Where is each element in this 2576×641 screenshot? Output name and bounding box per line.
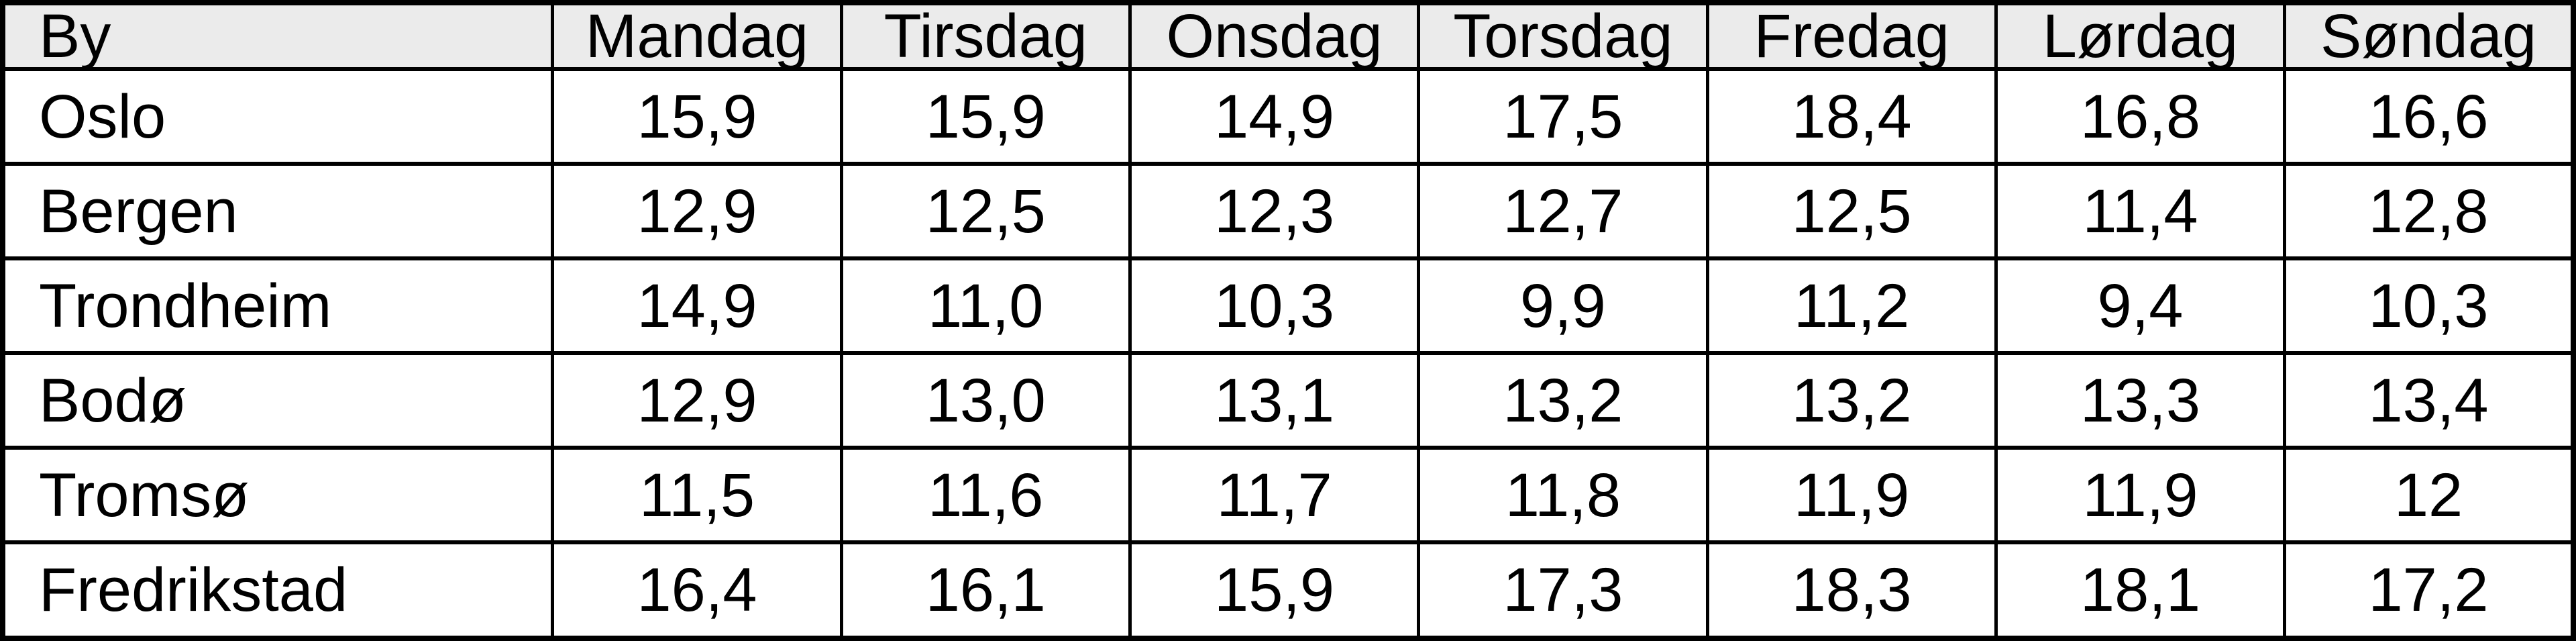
table-row: Fredrikstad 16,4 16,1 15,9 17,3 18,3 18,1 17,2 [1,540,2575,640]
column-header-day: Søndag [2283,1,2575,71]
value-cell: 12,8 [2283,162,2575,261]
column-header-day: Tirsdag [839,1,1132,71]
value-cell: 11,0 [839,256,1132,356]
value-cell: 11,7 [1128,446,1421,545]
column-header-day: Torsdag [1417,1,1709,71]
value-cell: 18,1 [1994,540,2287,640]
value-cell: 16,1 [839,540,1132,640]
table-row: Bodø 12,9 13,0 13,1 13,2 13,2 13,3 13,4 [1,351,2575,450]
value-cell: 16,4 [551,540,843,640]
value-cell: 11,9 [1705,446,1998,545]
value-cell: 12,5 [839,162,1132,261]
value-cell: 9,4 [1994,256,2287,356]
value-cell: 13,4 [2283,351,2575,450]
value-cell: 12,9 [551,162,843,261]
value-cell: 12,9 [551,351,843,450]
value-cell: 16,6 [2283,66,2575,166]
value-cell: 9,9 [1417,256,1709,356]
value-cell: 11,9 [1994,446,2287,545]
value-cell: 10,3 [1128,256,1421,356]
header-row: By Mandag Tirsdag Onsdag Torsdag Fredag Lørdag… [1,1,2575,71]
city-cell: Oslo [1,66,555,166]
value-cell: 17,2 [2283,540,2575,640]
value-cell: 13,0 [839,351,1132,450]
value-cell: 13,2 [1705,351,1998,450]
value-cell: 13,1 [1128,351,1421,450]
city-cell: Fredrikstad [1,540,555,640]
value-cell: 11,2 [1705,256,1998,356]
value-cell: 13,2 [1417,351,1709,450]
value-cell: 12,5 [1705,162,1998,261]
value-cell: 12,7 [1417,162,1709,261]
value-cell: 17,5 [1417,66,1709,166]
column-header-day: Onsdag [1128,1,1421,71]
value-cell: 15,9 [551,66,843,166]
column-header-day: Lørdag [1994,1,2287,71]
value-cell: 14,9 [551,256,843,356]
value-cell: 11,4 [1994,162,2287,261]
table-row: Oslo 15,9 15,9 14,9 17,5 18,4 16,8 16,6 [1,66,2575,166]
column-header-day: Fredag [1705,1,1998,71]
value-cell: 17,3 [1417,540,1709,640]
city-cell: Trondheim [1,256,555,356]
column-header-city: By [1,1,555,71]
table-header: By Mandag Tirsdag Onsdag Torsdag Fredag Lørdag… [1,1,2575,71]
value-cell: 18,3 [1705,540,1998,640]
value-cell: 16,8 [1994,66,2287,166]
table-body: Oslo 15,9 15,9 14,9 17,5 18,4 16,8 16,6 Bergen 12… [1,66,2575,640]
value-cell: 15,9 [1128,540,1421,640]
city-cell: Tromsø [1,446,555,545]
column-header-day: Mandag [551,1,843,71]
value-cell: 12 [2283,446,2575,545]
table-row: Trondheim 14,9 11,0 10,3 9,9 11,2 9,4 10,3 [1,256,2575,356]
table-row: Tromsø 11,5 11,6 11,7 11,8 11,9 11,9 12 [1,446,2575,545]
value-cell: 18,4 [1705,66,1998,166]
value-cell: 10,3 [2283,256,2575,356]
value-cell: 15,9 [839,66,1132,166]
city-cell: Bodø [1,351,555,450]
value-cell: 13,3 [1994,351,2287,450]
value-cell: 11,6 [839,446,1132,545]
value-cell: 11,8 [1417,446,1709,545]
value-cell: 11,5 [551,446,843,545]
value-cell: 14,9 [1128,66,1421,166]
city-cell: Bergen [1,162,555,261]
table-row: Bergen 12,9 12,5 12,3 12,7 12,5 11,4 12,8 [1,162,2575,261]
value-cell: 12,3 [1128,162,1421,261]
